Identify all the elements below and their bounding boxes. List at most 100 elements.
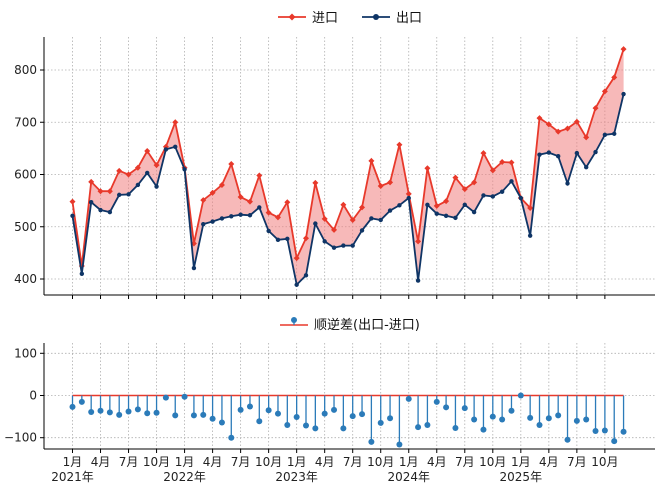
x-tick-label-line: 2023年 [275,470,318,484]
balance-point [620,428,627,435]
x-tick-label: 4月 [203,455,223,469]
export-series-point [135,182,141,188]
import-series-point [228,161,235,168]
balance-point [303,422,309,429]
import-series-point [545,121,552,128]
balance-point [573,417,580,424]
export-series-point [294,282,299,287]
x-tick-label-line: 10月 [143,455,170,469]
balance-point [611,438,618,445]
x-tick-label-line: 4月 [427,455,447,469]
import-series-point [508,159,515,166]
balance-point [218,419,225,426]
balance-point [461,405,468,412]
x-tick-label-line: 4月 [539,455,559,469]
export-series-point [359,228,365,233]
balance-point [116,411,123,418]
export-series-point [518,195,524,201]
export-series-point [369,216,374,221]
export-series-point [154,184,159,189]
import-series-point [274,214,281,221]
import-series-point [499,158,506,165]
x-tick-label-line: 2022年 [163,470,206,484]
legend-import-marker [288,13,296,21]
x-tick-label-line: 4月 [203,455,223,469]
import-series-point [340,201,347,208]
x-tick-label-line: 7月 [455,455,475,469]
balance-point [69,403,76,410]
balance-point [78,398,85,405]
balance-point [377,419,384,426]
export-series-point [303,273,309,278]
x-tick-label-line: 1月 [63,455,83,469]
import-series-point [471,179,478,186]
balance-point [517,392,524,399]
import-series-point [88,178,95,185]
import-series-point [359,204,366,211]
export-series-point [593,149,598,155]
export-series-point [584,164,589,170]
top-y-tick-label: 800 [14,63,37,77]
x-tick-label-line: 1月 [175,455,195,469]
x-tick-label: 7月 [343,455,363,469]
top-panel-axes: 400 500 600 700 800 [14,37,655,299]
export-series-point [126,192,131,197]
balance-point [293,414,300,421]
balance-point [340,425,347,432]
export-series-point [266,228,271,234]
import-series-point [564,125,571,132]
export-series-point [537,152,542,157]
balance-point [489,413,496,420]
balance-point [480,426,487,433]
import-series-point [536,115,543,122]
balance-point [237,406,244,413]
top-panel-series [69,46,627,287]
export-series-point [79,271,85,276]
balance-point [545,415,552,422]
export-series-point [173,144,178,150]
import-series-point [555,128,562,135]
x-tick-label: 7月 [567,455,587,469]
bottom-y-tick-label: 0 [29,389,37,403]
export-series-point [219,216,225,221]
x-tick-label-line: 10月 [255,455,282,469]
x-tick-label-line: 2021年 [51,470,94,484]
balance-point [368,438,375,445]
export-series-point [275,237,281,243]
import-series-point [592,105,599,112]
bottom-y-tick-label: −100 [4,431,37,445]
export-series-point [285,236,290,241]
balance-point [134,406,141,413]
import-series-point [237,193,244,200]
x-tick-label-line: 4月 [315,455,335,469]
bottom-y-tick-label: 100 [14,346,37,360]
import-series-point [246,198,253,205]
import-series-point [424,165,431,172]
export-series-point [546,150,552,155]
import-series-point [443,198,450,205]
legend-import-label: 进口 [312,11,338,26]
x-tick-label: 1月 2022年 [163,455,206,484]
x-tick-label: 10月 [591,455,618,469]
balance-point [256,418,263,425]
balance-point [405,395,412,402]
import-series-point [349,216,356,223]
balance-point [443,404,450,411]
balance-point [415,424,422,431]
x-tick-label: 10月 [367,455,394,469]
import-series-point [583,134,590,141]
top-panel-grid [44,37,655,295]
import-series-point [620,46,627,53]
import-series-point [172,119,179,126]
balance-point [396,441,403,448]
export-series-point [145,170,150,176]
x-tick-label-line: 10月 [479,455,506,469]
export-series-point [443,213,449,218]
balance-point [190,412,197,419]
import-series-point [461,186,468,193]
import-series-point [331,226,338,233]
export-series-point [350,243,355,248]
export-series-point [387,208,393,213]
